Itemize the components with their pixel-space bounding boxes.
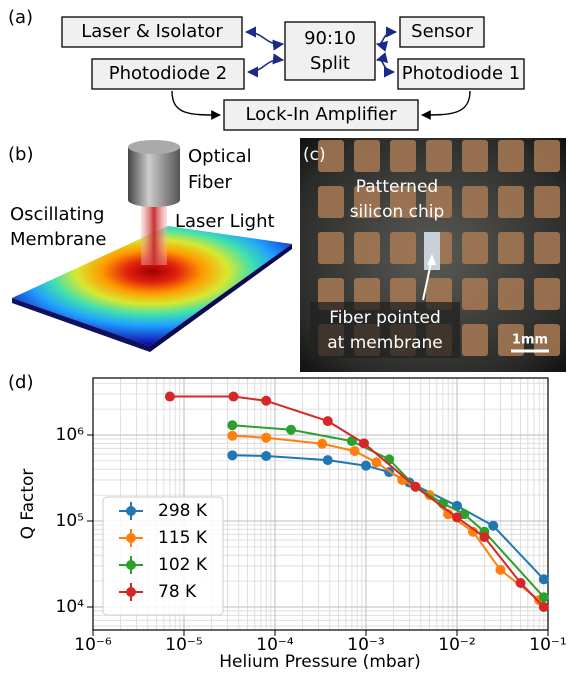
x-axis-label: Helium Pressure (mbar): [219, 652, 420, 672]
panel-label: (a): [8, 7, 33, 28]
chip-window: [354, 140, 380, 172]
chip-label: silicon chip: [350, 202, 445, 222]
data-point: [452, 512, 462, 522]
legend-label: 115 K: [158, 528, 208, 548]
chip-window: [462, 232, 488, 264]
fiber-label: Optical: [188, 146, 252, 167]
fiber-top: [128, 140, 180, 154]
chip-window: [318, 232, 344, 264]
node-label: Sensor: [411, 21, 473, 42]
chip-window: [354, 232, 380, 264]
panel-c: (c) Patterned silicon chip Fiber pointed…: [300, 138, 566, 372]
chip-window: [462, 186, 488, 218]
data-point: [539, 592, 549, 602]
membrane-label: Oscillating: [10, 204, 104, 225]
legend-label: 102 K: [158, 555, 208, 575]
chip-window: [462, 140, 488, 172]
data-point: [350, 446, 360, 456]
y-tick-label: 10⁵: [56, 511, 84, 531]
chip-window: [534, 140, 560, 172]
scale-label: 1mm: [512, 333, 548, 348]
data-point: [261, 396, 271, 406]
legend-marker: [126, 506, 136, 516]
chip-window: [498, 278, 524, 310]
data-point: [359, 438, 369, 448]
legend-marker: [126, 560, 136, 570]
x-tick-label: 10⁻⁴: [256, 635, 294, 655]
chip-window: [462, 324, 488, 356]
x-tick-label: 10⁻²: [438, 635, 475, 655]
data-point: [286, 425, 296, 435]
node-label: Photodiode 2: [109, 63, 227, 84]
chip-label: Patterned: [356, 177, 438, 197]
chip-window: [318, 186, 344, 218]
panel-label: (b): [8, 144, 33, 165]
y-tick-label: 10⁴: [56, 597, 85, 617]
data-point: [317, 439, 327, 449]
data-point: [411, 482, 421, 492]
y-tick-label: 10⁶: [56, 425, 85, 445]
data-point: [323, 455, 333, 465]
data-point: [488, 521, 498, 531]
node-label: 90:10: [304, 28, 356, 49]
data-point: [516, 578, 526, 588]
data-point: [227, 420, 237, 430]
chip-window: [390, 232, 416, 264]
legend-marker: [126, 587, 136, 597]
x-tick-label: 10⁻¹: [529, 635, 566, 655]
figure: (a) Laser & Isolator 90:10 Split Sensor …: [0, 0, 574, 675]
panel-a: (a) Laser & Isolator 90:10 Split Sensor …: [8, 7, 524, 130]
node-label: Photodiode 1: [402, 63, 520, 84]
chip-window: [426, 140, 452, 172]
membrane-label: Membrane: [10, 229, 106, 250]
x-tick-label: 10⁻⁵: [165, 635, 202, 655]
data-point: [227, 450, 237, 460]
data-point: [227, 431, 237, 441]
fiber-label: Fiber pointed: [329, 308, 441, 328]
panel-b: (b) Optical Fiber Oscillating Membrane L…: [8, 140, 292, 352]
legend-label: 298 K: [158, 501, 208, 521]
data-point: [229, 392, 239, 402]
node-label: Laser & Isolator: [81, 21, 223, 42]
laser-beam: [141, 205, 167, 265]
x-tick-label: 10⁻⁶: [74, 635, 112, 655]
data-point: [479, 532, 489, 542]
data-point: [261, 451, 271, 461]
x-tick-label: 10⁻³: [347, 635, 384, 655]
data-point: [361, 461, 371, 471]
chip-window: [534, 278, 560, 310]
data-point: [371, 457, 381, 467]
panel-label: (d): [8, 372, 33, 393]
laser-label: Laser Light: [175, 211, 275, 232]
data-point: [539, 602, 549, 612]
legend-marker: [126, 533, 136, 543]
panel-d: (d) Helium Pressure (mbar) Q Factor 10⁻⁶…: [8, 372, 567, 672]
fiber-body: [128, 147, 180, 207]
chip-window: [534, 186, 560, 218]
chip-window: [462, 278, 488, 310]
node-label: Split: [310, 53, 350, 74]
y-axis-label: Q Factor: [18, 469, 38, 540]
data-point: [165, 392, 175, 402]
chip-window: [498, 140, 524, 172]
legend-label: 78 K: [158, 582, 197, 602]
data-point: [323, 416, 333, 426]
chip-window: [498, 186, 524, 218]
chip-window: [498, 232, 524, 264]
chip-window: [534, 232, 560, 264]
data-point: [539, 574, 549, 584]
chip-window: [390, 140, 416, 172]
data-point: [495, 565, 505, 575]
node-label: Lock-In Amplifier: [245, 104, 397, 125]
fiber-label: Fiber: [188, 172, 233, 193]
fiber-label: at membrane: [327, 333, 443, 353]
panel-label: (c): [303, 145, 326, 165]
data-point: [261, 433, 271, 443]
